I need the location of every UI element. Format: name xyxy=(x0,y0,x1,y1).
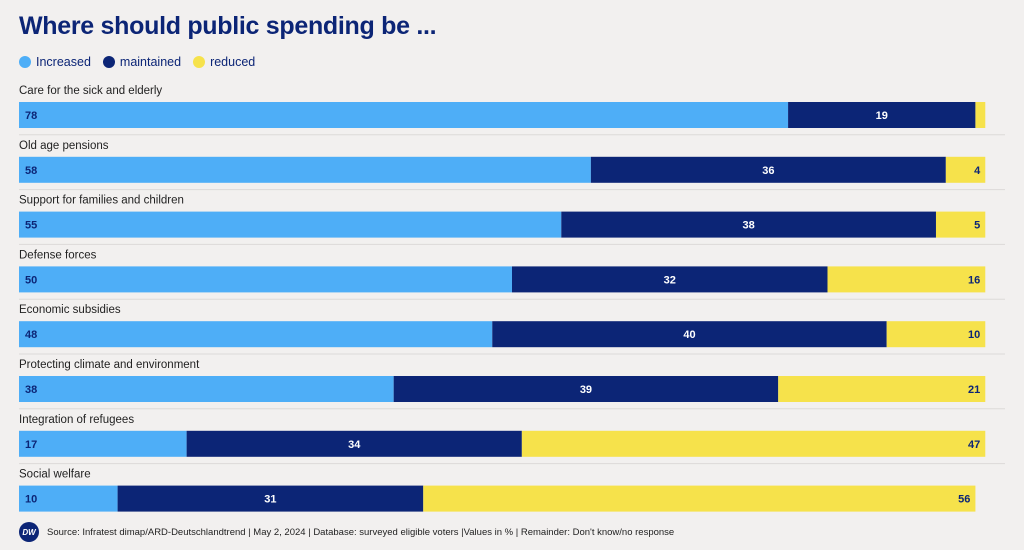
bar-segment-reduced xyxy=(945,156,986,183)
data-label: 47 xyxy=(968,439,980,451)
data-label: 32 xyxy=(664,274,676,286)
data-label: 50 xyxy=(25,274,37,286)
category-label: Care for the sick and elderly xyxy=(19,85,162,97)
bar-segment-increased xyxy=(19,211,562,238)
data-label: 48 xyxy=(25,329,37,341)
data-label: 78 xyxy=(25,110,37,122)
data-label: 16 xyxy=(968,274,980,286)
category-label: Support for families and children xyxy=(19,195,184,207)
bar-segment-reduced xyxy=(886,321,986,348)
bar-segment-increased xyxy=(19,376,394,402)
category-label: Old age pensions xyxy=(19,140,109,152)
data-label: 38 xyxy=(25,384,37,396)
category-label: Economic subsidies xyxy=(19,304,121,316)
bar-segment-maintained xyxy=(186,430,522,457)
data-label: 40 xyxy=(683,329,695,341)
legend: Increased maintained reduced xyxy=(19,55,267,69)
bar-segment-maintained xyxy=(393,376,779,402)
legend-item-reduced: reduced xyxy=(193,55,255,69)
bar-segment-increased xyxy=(19,430,187,457)
category-label: Defense forces xyxy=(19,249,97,261)
bar-segment-reduced xyxy=(423,485,976,512)
data-label: 39 xyxy=(580,384,592,396)
data-label: 56 xyxy=(958,494,970,506)
bar-segment-maintained xyxy=(512,266,828,293)
data-label: 55 xyxy=(25,220,37,232)
legend-label-maintained: maintained xyxy=(119,55,182,69)
bar-segment-increased xyxy=(19,266,512,293)
bar-segment-reduced xyxy=(778,376,986,402)
data-label: 4 xyxy=(974,165,981,177)
legend-swatch-maintained xyxy=(102,56,115,68)
legend-label-increased: Increased xyxy=(36,55,91,69)
bar-segment-maintained xyxy=(492,321,887,348)
chart-title: Where should public spending be ... xyxy=(19,12,437,40)
bar-segment-reduced xyxy=(935,211,986,238)
data-label: 10 xyxy=(25,494,37,506)
bar-segment-maintained xyxy=(117,485,424,512)
bar-segment-maintained xyxy=(788,102,976,128)
legend-swatch-reduced xyxy=(193,56,206,68)
bar-segment-increased xyxy=(19,321,493,348)
legend-label-reduced: reduced xyxy=(210,55,256,69)
data-label: 31 xyxy=(264,494,276,506)
bar-segment-increased xyxy=(19,485,118,512)
source-footer: DW Source: Infratest dimap/ARD-Deutschla… xyxy=(19,522,674,542)
bar-segment-maintained xyxy=(590,156,946,183)
data-label: 36 xyxy=(762,165,774,177)
stacked-bar-chart: Care for the sick and elderly 78 19 Old age… xyxy=(19,85,1005,512)
category-label: Protecting climate and environment xyxy=(19,359,200,371)
legend-swatch-increased xyxy=(19,56,31,68)
source-text: Source: Infratest dimap/ARD-Deutschlandt… xyxy=(47,526,675,538)
data-label: 10 xyxy=(968,329,980,341)
data-label: 19 xyxy=(876,110,888,122)
bar-segment-increased xyxy=(19,156,591,183)
dw-logo-icon: DW xyxy=(19,522,39,542)
data-label: 58 xyxy=(25,165,37,177)
legend-item-maintained: maintained xyxy=(102,55,182,69)
bar-segment-reduced xyxy=(521,430,986,457)
category-label: Integration of refugees xyxy=(19,414,134,426)
data-label: 5 xyxy=(974,220,980,232)
bar-segment-reduced xyxy=(975,102,986,128)
data-label: 17 xyxy=(25,439,37,451)
data-label: 38 xyxy=(743,220,755,232)
category-label: Social welfare xyxy=(19,469,91,481)
data-label: 34 xyxy=(348,439,361,451)
legend-item-increased: Increased xyxy=(19,55,91,69)
bar-segment-maintained xyxy=(561,211,936,238)
bar-segment-reduced xyxy=(827,266,986,293)
bar-segment-increased xyxy=(19,102,789,128)
data-label: 21 xyxy=(968,384,980,396)
